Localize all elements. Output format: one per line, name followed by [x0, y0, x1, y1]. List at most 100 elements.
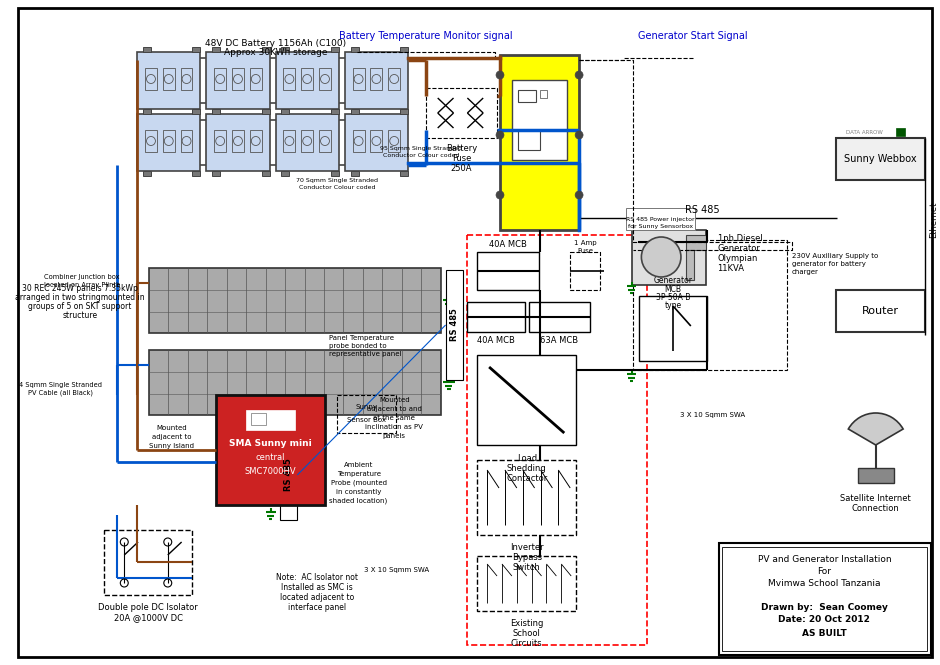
Bar [180, 130, 193, 152]
Circle shape [496, 131, 504, 139]
Text: Date: 20 Oct 2012: Date: 20 Oct 2012 [778, 616, 870, 624]
Text: Generator: Generator [717, 243, 760, 253]
Text: SMC7000HV: SMC7000HV [244, 467, 296, 475]
Text: Switch: Switch [513, 563, 540, 573]
Text: Ethernet: Ethernet [930, 201, 938, 238]
Bar [351, 171, 358, 176]
Text: RS 485 Power injector: RS 485 Power injector [626, 217, 695, 221]
Bar [400, 109, 408, 114]
Text: inclination as PV: inclination as PV [366, 424, 423, 430]
Bar [518, 90, 536, 102]
Text: adjacent to: adjacent to [152, 434, 192, 440]
Bar [540, 90, 547, 98]
Text: Shedding: Shedding [507, 464, 546, 473]
Text: Drawn by:  Sean Coomey: Drawn by: Sean Coomey [760, 604, 887, 612]
Text: probe bonded to: probe bonded to [329, 343, 386, 349]
Bar [352, 130, 365, 152]
Text: shaded location): shaded location) [330, 497, 387, 504]
Bar [281, 171, 290, 176]
Bar [352, 68, 365, 90]
Bar [500, 55, 579, 230]
Bar [351, 47, 358, 52]
Bar [467, 235, 648, 645]
Bar [261, 171, 270, 176]
Bar [331, 109, 338, 114]
Bar [279, 430, 297, 520]
Bar [281, 47, 290, 52]
Text: Circuits: Circuits [510, 638, 542, 648]
Bar [207, 52, 270, 109]
Bar [446, 270, 463, 380]
Text: Fuse: Fuse [452, 154, 471, 162]
Bar [275, 52, 338, 109]
Text: charger: charger [791, 269, 819, 275]
Text: RS 485: RS 485 [685, 205, 720, 215]
Bar [143, 109, 151, 114]
Text: Probe (mounted: Probe (mounted [331, 479, 386, 486]
Text: Ambient: Ambient [344, 462, 373, 468]
Text: AS BUILT: AS BUILT [802, 630, 847, 638]
Bar [281, 109, 290, 114]
Bar [686, 250, 694, 280]
Text: structure: structure [62, 311, 98, 319]
Bar [478, 460, 576, 535]
Text: Sunny: Sunny [355, 404, 378, 410]
Text: Installed as SMC is: Installed as SMC is [281, 583, 352, 593]
Bar [250, 130, 261, 152]
Bar [400, 171, 408, 176]
Text: RS 485: RS 485 [284, 459, 293, 491]
Bar [351, 109, 358, 114]
Bar [163, 68, 175, 90]
Text: For: For [817, 567, 831, 575]
Bar [634, 240, 787, 370]
Text: PV Cable (all Black): PV Cable (all Black) [27, 390, 92, 396]
Text: at the same: at the same [373, 415, 415, 421]
Bar [388, 130, 400, 152]
Bar [370, 68, 383, 90]
Text: Existing: Existing [510, 618, 543, 628]
Text: Mounted: Mounted [156, 425, 187, 431]
Wedge shape [848, 413, 903, 445]
Bar [478, 355, 576, 445]
Text: 40A MCB: 40A MCB [478, 336, 515, 344]
Bar [467, 302, 525, 332]
Bar [331, 109, 338, 114]
Text: Fuse: Fuse [577, 248, 593, 254]
Text: adjacent to and: adjacent to and [367, 406, 422, 412]
Bar [400, 109, 408, 114]
Text: Inverter: Inverter [509, 543, 543, 553]
Text: Generator Start Signal: Generator Start Signal [638, 31, 747, 41]
Bar [528, 302, 590, 332]
Text: 230V Auxiliary Supply to: 230V Auxiliary Supply to [791, 253, 878, 259]
Bar [193, 109, 200, 114]
Bar [837, 290, 925, 332]
Bar [478, 556, 576, 611]
Text: 11KVA: 11KVA [717, 263, 744, 273]
Bar [281, 109, 290, 114]
Text: Sunny Webbox: Sunny Webbox [844, 154, 917, 164]
Text: MCB: MCB [665, 285, 682, 293]
Bar [232, 130, 243, 152]
Text: SMA Sunny mini: SMA Sunny mini [229, 438, 312, 448]
Bar [207, 114, 270, 171]
Bar [345, 52, 408, 109]
Text: Satellite Internet: Satellite Internet [840, 493, 911, 503]
Bar [212, 171, 220, 176]
Text: Connection: Connection [852, 503, 900, 513]
Bar [426, 88, 497, 138]
Text: Approx 30KWh storage: Approx 30KWh storage [224, 47, 327, 57]
Text: 70 Sqmm Single Stranded: 70 Sqmm Single Stranded [296, 178, 378, 182]
Bar [143, 47, 151, 52]
Text: Mounted: Mounted [379, 397, 410, 403]
Bar [149, 268, 441, 333]
Text: central: central [256, 452, 286, 462]
Bar [193, 171, 200, 176]
Text: Note:  AC Isolator not: Note: AC Isolator not [276, 573, 358, 583]
Text: Router: Router [862, 306, 900, 316]
Bar [331, 171, 338, 176]
Bar [284, 130, 295, 152]
Text: arranged in two stringmounted in: arranged in two stringmounted in [15, 293, 145, 301]
Bar [145, 68, 157, 90]
Text: 48V DC Battery 1156Ah (C100): 48V DC Battery 1156Ah (C100) [205, 39, 346, 47]
Bar [301, 68, 313, 90]
